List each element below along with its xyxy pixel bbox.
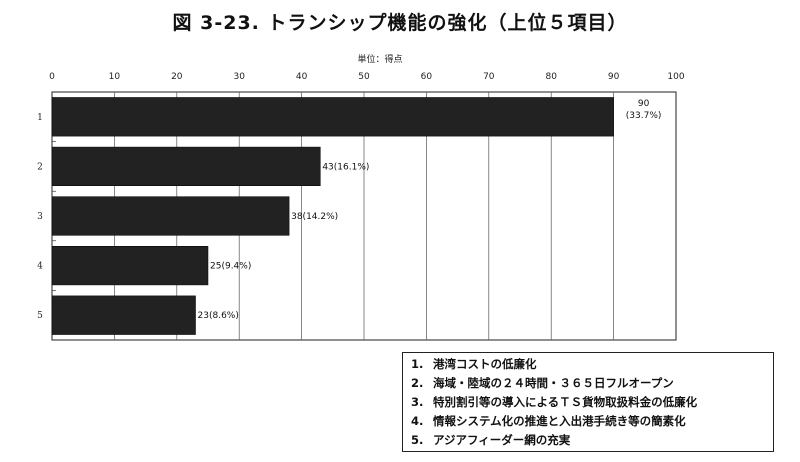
- x-tick-label: 10: [109, 72, 121, 82]
- chart-title: 図 3-23. トランシップ機能の強化（上位５項目）: [172, 12, 628, 34]
- data-label: 38(14.2%): [291, 212, 338, 222]
- legend-item-number: 2.: [411, 376, 424, 390]
- x-tick-label: 90: [608, 72, 620, 82]
- legend-box: 1. 港湾コストの低廉化 2. 海域・陸域の２４時間・３６５日フルオープン 3. 特別割引…: [402, 352, 774, 452]
- x-tick-label: 20: [171, 72, 183, 82]
- data-label: 43(16.1%): [322, 162, 369, 172]
- legend-item-number: 3.: [411, 395, 424, 409]
- legend-item-text: 海域・陸域の２４時間・３６５日フルオープン: [433, 376, 674, 390]
- category-label: 4: [37, 262, 43, 272]
- bar: [51, 196, 290, 236]
- bar: [51, 295, 196, 335]
- legend-item-number: 1.: [411, 357, 424, 371]
- data-label: 23(8.6%): [198, 311, 239, 321]
- bar: [51, 97, 614, 137]
- data-label: 25(9.4%): [210, 262, 251, 272]
- x-tick-label: 100: [667, 72, 684, 82]
- x-tick-label: 0: [49, 72, 55, 82]
- bar: [51, 146, 321, 186]
- category-label: 5: [37, 311, 43, 321]
- category-label: 1: [37, 113, 43, 123]
- x-tick-label: 60: [421, 72, 433, 82]
- category-label: 3: [37, 212, 43, 222]
- legend-item-text: 情報システム化の推進と入出港手続き等の簡素化: [433, 414, 686, 428]
- legend-item: 2. 海域・陸域の２４時間・３６５日フルオープン: [411, 374, 765, 393]
- legend-item: 5. アジアフィーダー網の充実: [411, 431, 765, 450]
- x-tick-label: 30: [233, 72, 245, 82]
- legend-item: 3. 特別割引等の導入によるＴＳ貨物取扱料金の低廉化: [411, 393, 765, 412]
- category-label: 2: [37, 162, 43, 172]
- x-tick-label: 80: [545, 72, 557, 82]
- legend-item-text: 特別割引等の導入によるＴＳ貨物取扱料金の低廉化: [433, 395, 698, 409]
- x-tick-label: 70: [483, 72, 495, 82]
- legend-item: 1. 港湾コストの低廉化: [411, 355, 765, 374]
- legend-item-text: アジアフィーダー網の充実: [433, 433, 571, 447]
- legend-item-number: 5.: [411, 433, 424, 447]
- data-label: 90 (33.7%): [626, 99, 662, 121]
- legend-item-number: 4.: [411, 414, 424, 428]
- bar: [51, 246, 209, 286]
- legend-item: 4. 情報システム化の推進と入出港手続き等の簡素化: [411, 412, 765, 431]
- x-tick-label: 40: [296, 72, 308, 82]
- legend-item-text: 港湾コストの低廉化: [433, 357, 537, 371]
- x-tick-label: 50: [358, 72, 370, 82]
- unit-label: 単位：得点: [357, 55, 403, 65]
